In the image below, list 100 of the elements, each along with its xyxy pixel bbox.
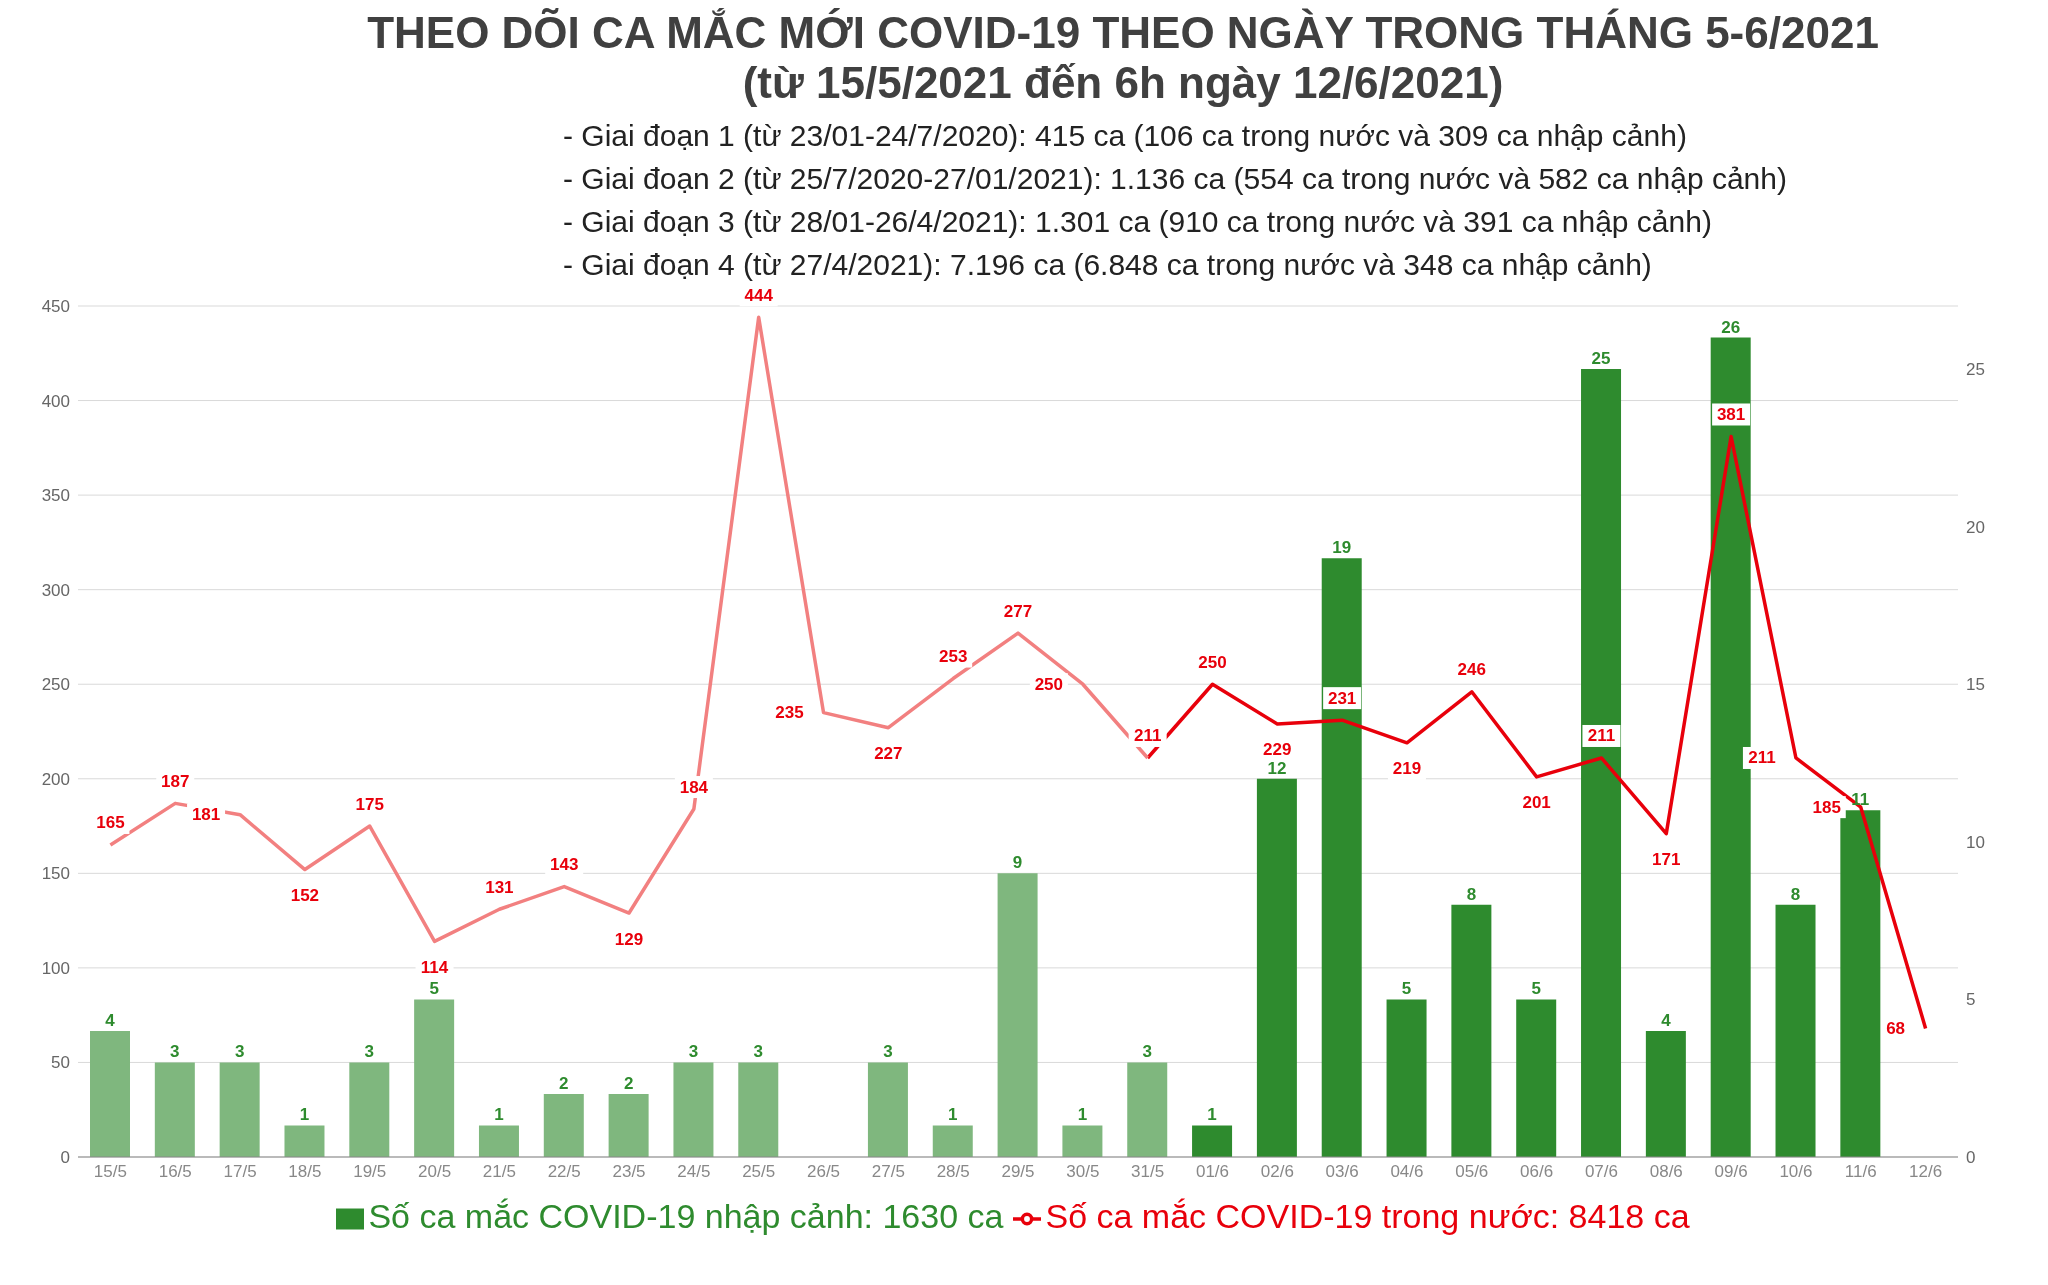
bar (608, 1093, 649, 1157)
x-tick-label: 24/5 (677, 1162, 711, 1182)
x-tick-label: 02/6 (1260, 1162, 1294, 1182)
x-tick-label: 18/5 (288, 1162, 322, 1182)
x-tick-label: 01/6 (1195, 1162, 1230, 1182)
bar (1775, 904, 1816, 1157)
data-label: 114 (420, 957, 449, 977)
x-tick-label: 11/6 (1844, 1162, 1877, 1182)
x-tick-label: 10/6 (1779, 1162, 1813, 1182)
bar (1581, 369, 1622, 1157)
data-label: 3 (688, 1042, 699, 1062)
x-tick-label: 15/5 (93, 1162, 127, 1182)
y-tick-label: 400 (41, 391, 70, 411)
data-label: 277 (1003, 601, 1033, 621)
x-tick-label: 17/5 (223, 1162, 257, 1182)
data-label: 3 (170, 1042, 180, 1062)
data-label: 219 (1392, 759, 1422, 779)
x-tick-label: 16/5 (158, 1162, 192, 1182)
data-label: 171 (1652, 850, 1681, 870)
x-tick-label: 26/5 (806, 1162, 841, 1182)
x-tick-label: 12/6 (1909, 1162, 1943, 1182)
x-tick-label: 06/6 (1520, 1162, 1554, 1182)
bar (1386, 999, 1427, 1157)
data-label: 25 (1591, 349, 1611, 369)
data-label: 250 (1034, 674, 1064, 694)
data-label: 131 (485, 877, 514, 897)
bar (1516, 999, 1557, 1157)
data-label: 11 (1851, 790, 1870, 810)
data-label: 211 (1133, 726, 1162, 746)
bar (90, 1030, 130, 1157)
bar (349, 1062, 390, 1157)
y-tick-label: 50 (51, 1053, 70, 1073)
data-label: 211 (1748, 748, 1776, 768)
data-label: 9 (1012, 853, 1023, 873)
y2-tick-label: 10 (1966, 832, 1985, 852)
y2-tick-label: 5 (1966, 990, 1976, 1010)
chart-title: THEO DÕI CA MẮC MỚI COVID-19 THEO NGÀY TRONG THÁNG 5-6/2021 (366, 8, 1880, 58)
data-label: 12 (1267, 758, 1287, 778)
data-label: 5 (1401, 979, 1412, 999)
bar (543, 1093, 584, 1157)
bar (867, 1062, 908, 1157)
y-tick-label: 0 (60, 1148, 70, 1168)
text: - Giai đoạn 4 (từ 27/4/2021): 7.196 ca (6.848 ca trong nước và 348 ca nhập cảnh) (563, 247, 1653, 283)
bar (738, 1062, 779, 1157)
data-label: 68 (1886, 1018, 1906, 1038)
y-tick-label: 300 (41, 580, 70, 600)
data-label: 1 (299, 1105, 310, 1125)
data-label: 1 (494, 1105, 504, 1125)
y-tick-label: 350 (41, 486, 70, 506)
data-label: 3 (234, 1042, 245, 1062)
x-tick-label: 30/5 (1066, 1162, 1100, 1182)
bar (673, 1062, 714, 1157)
data-label: 444 (744, 285, 774, 305)
bar (284, 1125, 325, 1157)
data-label: 2 (623, 1073, 634, 1093)
y-tick-label: 150 (41, 864, 70, 884)
y2-tick-label: 25 (1966, 360, 1985, 380)
data-label: 4 (105, 1010, 116, 1030)
x-tick-label: 07/6 (1584, 1162, 1618, 1182)
data-label: 231 (1327, 688, 1357, 708)
y-tick-label: 250 (41, 675, 70, 695)
x-tick-label: 31/5 (1131, 1162, 1165, 1182)
bar (414, 999, 455, 1157)
data-label: 1 (948, 1105, 958, 1125)
data-label: 250 (1198, 652, 1227, 672)
bar (478, 1125, 519, 1157)
data-label: 1 (1207, 1105, 1217, 1125)
x-tick-label: 09/6 (1714, 1162, 1748, 1182)
data-label: 184 (679, 777, 709, 797)
data-label: 2 (559, 1073, 569, 1093)
data-label: 5 (429, 979, 439, 999)
x-tick-label: 21/5 (482, 1162, 516, 1182)
bar (1840, 810, 1881, 1157)
text: - Giai đoạn 1 (từ 23/01-24/7/2020): 415 ca (106 ca trong nước và 309 ca nhập cảnh) (563, 118, 1688, 154)
x-tick-label: 22/5 (547, 1162, 581, 1182)
bar (1192, 1125, 1233, 1157)
chart-subtitle: (từ 15/5/2021 đến 6h ngày 12/6/2021) (741, 58, 1505, 108)
data-label: 3 (364, 1042, 375, 1062)
x-tick-label: 23/5 (612, 1162, 646, 1182)
data-label: 175 (355, 794, 384, 814)
x-tick-label: 28/5 (936, 1162, 970, 1182)
x-tick-label: 19/5 (353, 1162, 387, 1182)
data-label: 181 (191, 805, 221, 825)
data-label: 3 (753, 1042, 764, 1062)
data-label: 143 (550, 855, 579, 875)
data-label: 3 (883, 1042, 893, 1062)
data-label: 5 (1531, 979, 1541, 999)
data-label: 8 (1790, 884, 1801, 904)
data-label: 227 (874, 744, 903, 764)
data-label: 187 (161, 771, 190, 791)
x-tick-label: 03/6 (1325, 1162, 1359, 1182)
data-label: 165 (96, 813, 125, 833)
y2-tick-label: 20 (1966, 517, 1985, 537)
data-label: 229 (1263, 740, 1292, 760)
x-tick-label: 29/5 (1001, 1162, 1035, 1182)
legend-label: Số ca mắc COVID-19 trong nước: 8418 ca (1045, 1197, 1690, 1235)
x-tick-label: 08/6 (1649, 1162, 1683, 1182)
data-label: 1 (1077, 1105, 1088, 1125)
data-label: 201 (1522, 793, 1551, 813)
x-tick-label: 05/6 (1455, 1162, 1489, 1182)
